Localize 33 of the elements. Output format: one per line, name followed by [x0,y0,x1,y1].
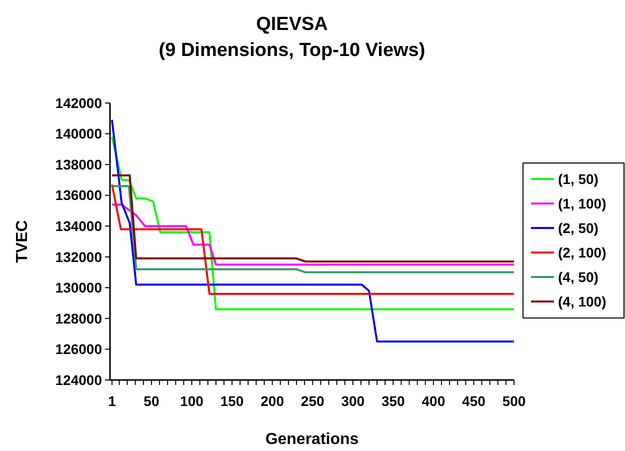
x-tick-label: 100 [180,393,204,409]
x-tick-label: 200 [260,393,284,409]
y-tick-label: 142000 [55,94,102,111]
x-tick-label: 450 [462,393,486,409]
x-tick-label: 400 [422,393,446,409]
line-series [111,136,515,310]
legend-label: (2, 100) [558,244,606,260]
legend-label: (1, 100) [558,195,606,212]
line-series [111,204,515,266]
x-tick-label: 300 [341,393,365,409]
y-tick-label: 136000 [55,187,102,204]
y-tick-label: 134000 [55,218,102,234]
y-tick-label: 132000 [55,248,102,265]
x-tick-label: 250 [300,393,324,409]
line-series [111,118,515,343]
y-tick-label: 138000 [55,156,102,172]
x-axis-title: Generations [265,431,359,448]
x-tick-label: 1 [108,393,116,409]
legend-label: (4, 50) [558,268,598,285]
x-tick-label: 50 [144,393,160,409]
chart-title: QIEVSA (9 Dimensions, Top-10 Views) [158,14,426,61]
x-tick-label: 500 [502,393,526,409]
x-tick-label: 150 [220,393,244,409]
y-tick-label: 124000 [55,372,102,388]
legend-label: (2, 50) [558,220,598,236]
y-tick-label: 126000 [55,341,102,358]
x-tick-label: 350 [381,393,406,409]
legend-label: (1, 50) [558,170,598,187]
y-tick-label: 128000 [55,310,102,326]
y-tick-label: 130000 [55,280,102,296]
y-axis-title: TVEC [14,220,31,263]
legend-label: (4, 100) [558,293,606,310]
y-tick-label: 140000 [55,126,102,142]
